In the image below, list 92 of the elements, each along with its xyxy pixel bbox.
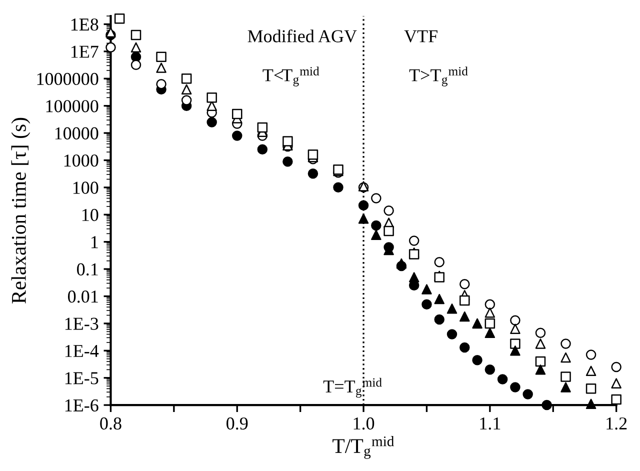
point (181, 73, 192, 84)
annotation: T>T$_{g}$$^{mid}$ (409, 66, 468, 86)
point (371, 193, 382, 204)
point (510, 346, 520, 356)
point (371, 230, 382, 240)
point (535, 364, 546, 375)
point (181, 95, 192, 106)
point (333, 182, 344, 193)
point (522, 389, 533, 400)
point (586, 384, 596, 394)
point (535, 338, 546, 349)
point (156, 62, 166, 73)
point (472, 318, 482, 329)
y-tick-label: 1E-6 (65, 399, 98, 412)
point (484, 364, 496, 375)
point (535, 356, 546, 367)
y-tick-label: 1E7 (71, 46, 98, 58)
point (446, 304, 458, 314)
y-tick-label: 1E-5 (65, 372, 98, 384)
point (408, 236, 420, 246)
annotation: Modified AGV (248, 29, 357, 42)
y-tick-label: 1000000 (37, 72, 98, 86)
point (510, 338, 520, 349)
x-tick-label: 0.8 (100, 417, 122, 430)
point (156, 52, 166, 62)
y-tick-label: 1E8 (71, 18, 98, 31)
point (130, 30, 142, 40)
x-tick-label: 1.1 (480, 417, 500, 430)
y-tick-label: 1 (91, 236, 98, 248)
y-tick-label: 0.1 (77, 263, 98, 276)
point (484, 318, 496, 329)
point (308, 168, 318, 179)
point (560, 352, 571, 363)
annotation: T=T$_{g}$$^{mid}$ (323, 378, 382, 398)
point (560, 372, 571, 382)
point (611, 394, 622, 405)
point (560, 338, 571, 349)
point (257, 122, 268, 133)
point (384, 206, 394, 216)
y-tick-label: 100 (73, 182, 98, 194)
point (460, 278, 470, 290)
point (206, 117, 217, 128)
point (510, 382, 520, 392)
y-tick-label: 1E-3 (65, 318, 98, 330)
y-axis-title: Relaxation time [τ] (s) (11, 118, 30, 304)
x-tick-label: 1.2 (606, 417, 627, 430)
point (308, 150, 318, 160)
point (156, 78, 166, 90)
point (434, 314, 444, 325)
point (422, 284, 432, 294)
point (206, 92, 217, 103)
point (106, 27, 116, 38)
x-tick-label: 0.9 (226, 417, 248, 430)
point (358, 214, 369, 224)
point (460, 295, 470, 306)
point (232, 108, 242, 120)
point (358, 200, 369, 210)
annotation: VTF (404, 30, 438, 42)
x-tick-label: 1.0 (354, 417, 374, 430)
y-tick-label: 1000 (64, 154, 98, 167)
point (434, 294, 444, 304)
point (460, 311, 470, 322)
point (384, 226, 394, 236)
y-tick-label: 100000 (46, 100, 98, 112)
point (586, 350, 596, 360)
y-tick-label: 10 (82, 208, 98, 222)
point (460, 342, 470, 353)
point (282, 136, 293, 146)
point (560, 382, 571, 392)
point (232, 130, 242, 141)
point (106, 42, 116, 53)
y-tick-label: 10000 (55, 127, 98, 140)
point (282, 156, 293, 167)
point (472, 354, 482, 366)
point (446, 329, 458, 340)
point (484, 328, 496, 338)
point (257, 144, 268, 155)
y-tick-label: 0.01 (68, 290, 98, 303)
point (497, 374, 508, 384)
point (535, 328, 546, 338)
point (396, 258, 407, 269)
point (586, 398, 596, 410)
point (371, 220, 382, 231)
point (114, 14, 125, 24)
point (422, 299, 432, 310)
point (408, 272, 420, 282)
point (542, 400, 552, 410)
point (434, 256, 444, 268)
point (611, 362, 622, 372)
annotation: T<T$_{g}$$^{mid}$ (262, 66, 320, 86)
y-tick-label: 1E-4 (65, 344, 99, 357)
x-axis-title: T/T$_{g}$$^{mid}$ (332, 436, 394, 459)
